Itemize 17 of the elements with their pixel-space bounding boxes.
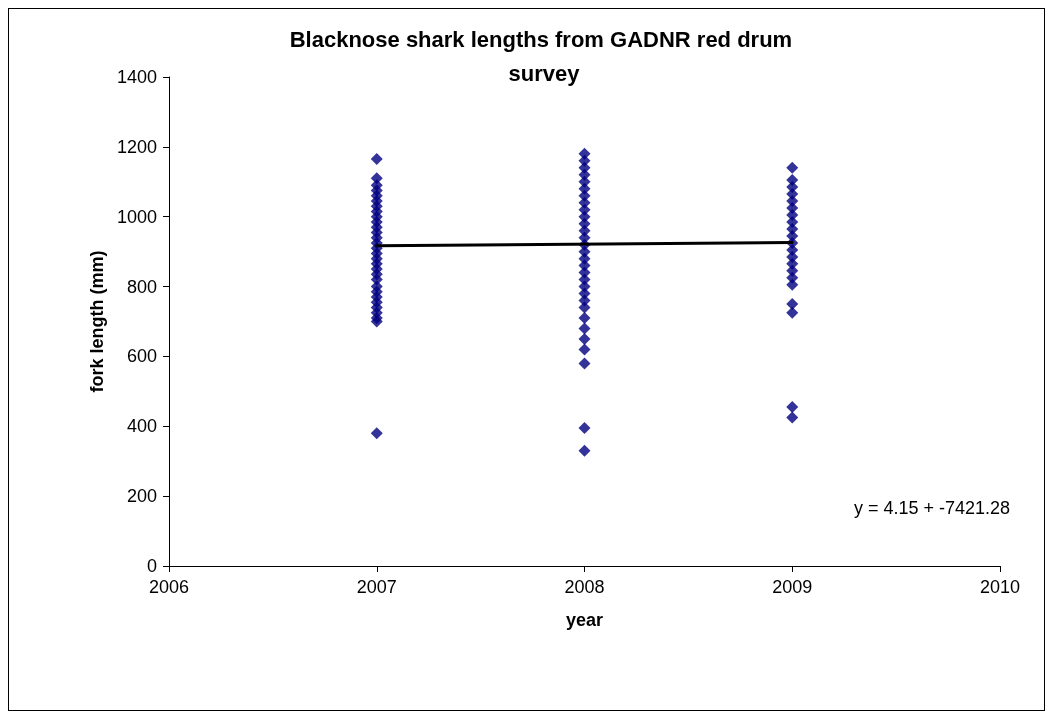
x-tick-label: 2007 — [356, 577, 397, 597]
x-axis-title: year — [565, 610, 604, 630]
y-tick-label: 800 — [126, 276, 157, 297]
annotation: y = 4.15 + -7421.28 — [853, 498, 1010, 518]
x-tick-label: 2010 — [979, 577, 1021, 597]
x-tick-label: 2008 — [564, 577, 605, 597]
y-axis-title: fork length (mm) — [87, 250, 108, 393]
x-tick-label: 2009 — [772, 577, 813, 597]
chart-title: Blacknose shark lengths from GADNR red drum survey — [289, 26, 799, 86]
y-tick-label: 0 — [146, 556, 157, 576]
y-tick-label: 400 — [126, 416, 157, 437]
x-tick-label: 2006 — [148, 577, 190, 597]
y-tick-label: 1200 — [116, 136, 157, 157]
y-tick-label: 600 — [126, 346, 157, 367]
y-tick-label: 1400 — [116, 67, 157, 87]
y-tick-label: 1000 — [116, 206, 157, 227]
y-tick-label: 200 — [126, 486, 157, 507]
